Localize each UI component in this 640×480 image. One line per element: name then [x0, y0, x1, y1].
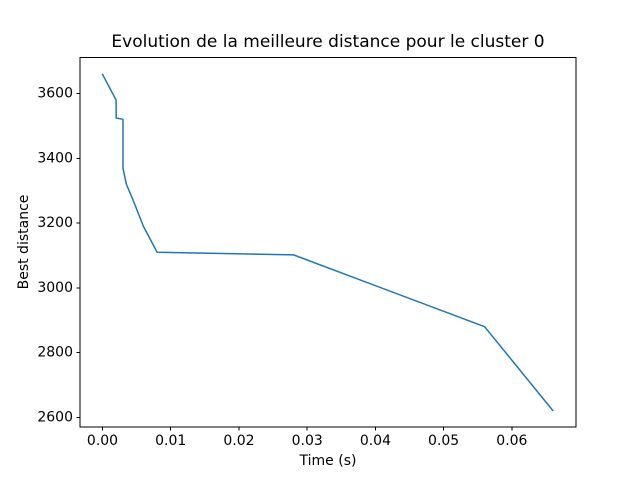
y-tick-label: 2800 [37, 345, 73, 361]
y-tick-label: 2600 [37, 409, 73, 425]
x-tick-label: 0.00 [87, 433, 118, 449]
x-tick-label: 0.02 [223, 433, 254, 449]
data-line [101, 73, 554, 412]
y-tick-label: 3600 [37, 86, 73, 102]
y-tick-label: 3000 [37, 280, 73, 296]
x-tick-label: 0.05 [428, 433, 459, 449]
x-tick-label: 0.06 [496, 433, 527, 449]
y-tick-label: 3200 [37, 215, 73, 231]
y-tick-label: 3400 [37, 150, 73, 166]
y-axis-label: Best distance [16, 194, 32, 290]
plot-border [79, 57, 577, 428]
x-tick-label: 0.01 [155, 433, 186, 449]
x-axis-label: Time (s) [299, 453, 357, 469]
x-tick-label: 0.03 [292, 433, 323, 449]
chart-title: Evolution de la meilleure distance pour … [111, 32, 545, 52]
x-tick-label: 0.04 [360, 433, 391, 449]
